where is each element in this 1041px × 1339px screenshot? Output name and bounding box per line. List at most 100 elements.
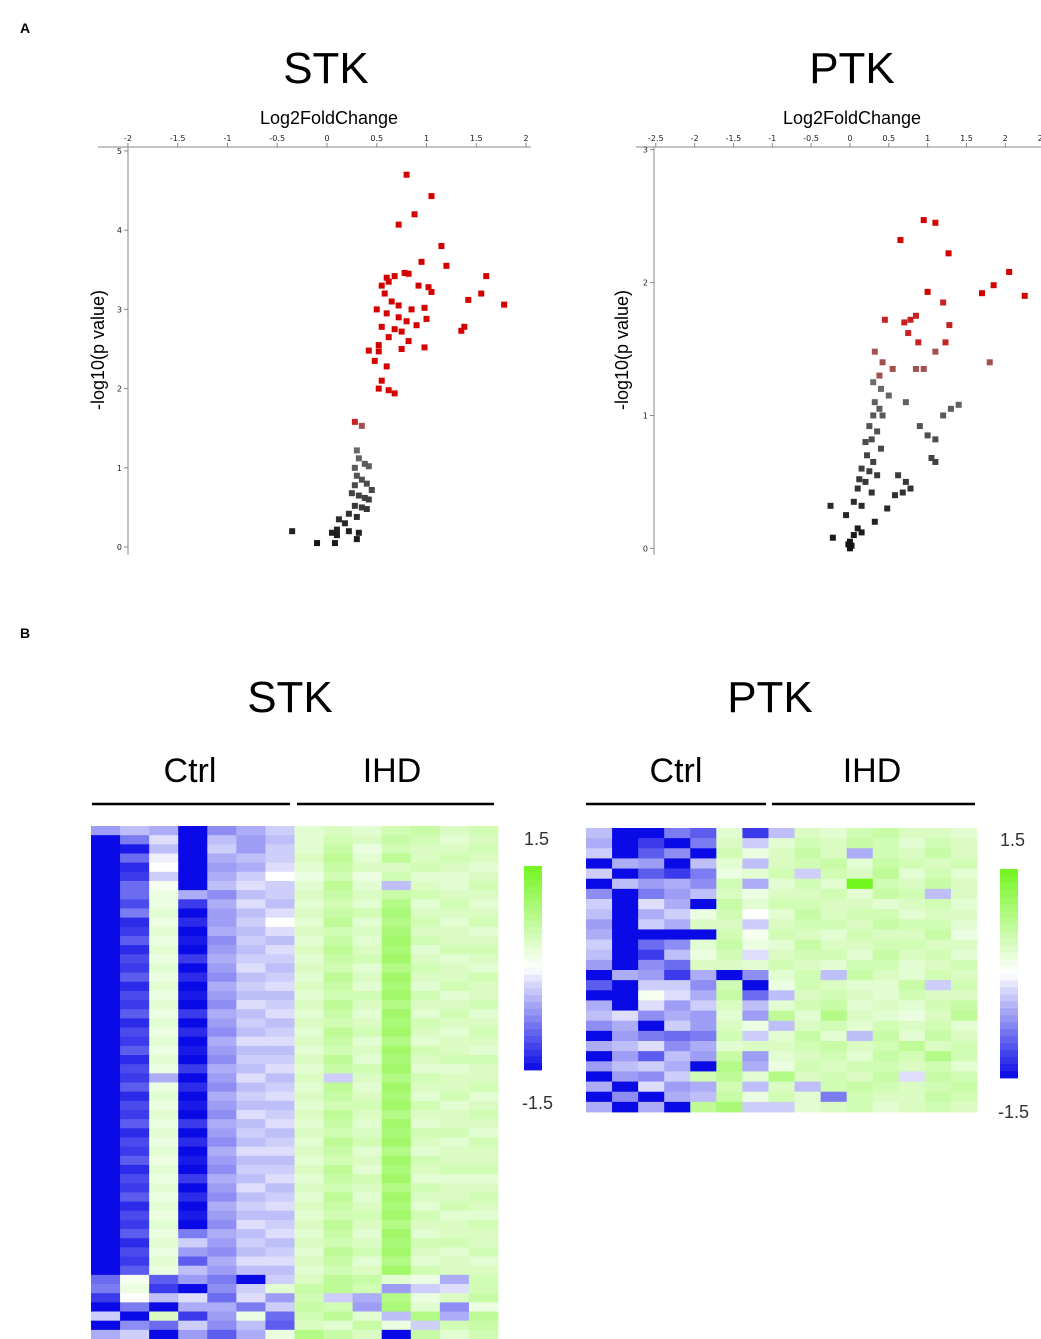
heatmap-ptk-cell <box>612 990 639 1001</box>
heatmap-stk-cell <box>352 1155 383 1166</box>
heatmap-stk-cell <box>323 880 354 891</box>
heatmap-stk-cell <box>265 1009 295 1019</box>
heatmap-stk-cell <box>207 1000 237 1010</box>
heatmap-stk-cell <box>207 981 237 992</box>
heatmap-stk-cell <box>120 1091 150 1102</box>
heatmap-stk-cell <box>439 1192 470 1202</box>
volcano-ptk-point <box>947 405 954 412</box>
heatmap-ptk-cell <box>794 1071 821 1082</box>
heatmap-ptk-cell <box>898 1010 926 1022</box>
heatmap-ptk-cell <box>586 1041 613 1052</box>
heatmap-ptk-cell <box>846 1081 874 1093</box>
heatmap-stk-cell <box>149 1045 179 1056</box>
heatmap-stk-cell <box>207 945 237 955</box>
heatmap-ptk-cell <box>742 919 769 930</box>
heatmap-stk-cell <box>294 1137 324 1148</box>
heatmap-stk-cell <box>381 1055 412 1065</box>
heatmap-stk-cell <box>352 1247 383 1257</box>
heatmap-stk-cell <box>178 871 208 882</box>
heatmap-stk-cell <box>178 1027 208 1038</box>
heatmap-stk-scale-step <box>524 988 542 996</box>
heatmap-stk-cell <box>294 826 324 836</box>
heatmap-stk-cell <box>439 954 470 964</box>
heatmap-stk-cell <box>91 1284 121 1294</box>
heatmap-ptk-cell <box>872 929 900 940</box>
heatmap-ptk-cell <box>872 939 900 951</box>
heatmap-stk-cell <box>381 1000 412 1010</box>
volcano-ptk-x-tick-label: -2 <box>691 134 699 143</box>
heatmap-stk-cell <box>236 1064 266 1074</box>
volcano-stk-y-tick-label: 2 <box>117 385 122 394</box>
heatmap-stk-cell <box>178 1219 208 1230</box>
heatmap-ptk-cell <box>924 828 952 839</box>
heatmap-stk-cell <box>149 1329 179 1339</box>
heatmap-stk-cell <box>149 1229 179 1239</box>
heatmap-ptk-cell <box>820 828 848 839</box>
heatmap-ptk-cell <box>846 888 874 900</box>
heatmap-stk-cell <box>323 963 354 973</box>
volcano-stk-point <box>478 290 485 297</box>
heatmap-stk-cell <box>294 972 324 983</box>
heatmap-stk-cell <box>294 935 324 946</box>
heatmap-stk-cell <box>323 1311 354 1322</box>
heatmap-stk-cell <box>439 981 470 992</box>
heatmap-stk-cell <box>352 1146 383 1157</box>
heatmap-ptk-cell <box>872 990 900 1001</box>
volcano-stk-point <box>403 318 410 325</box>
heatmap-ptk-cell <box>690 1071 717 1082</box>
heatmap-ptk-cell <box>638 1010 665 1022</box>
volcano-ptk-point <box>932 219 939 226</box>
heatmap-stk-cell <box>323 1174 354 1184</box>
heatmap-stk-scale-step <box>524 1049 542 1057</box>
heatmap-stk-cell <box>265 1256 295 1267</box>
volcano-stk-point <box>403 171 410 178</box>
heatmap-stk-cell <box>352 1100 383 1111</box>
heatmap-stk-scale-step <box>524 961 542 969</box>
heatmap-stk-cell <box>207 1201 237 1212</box>
heatmap-ptk-cell <box>820 1020 848 1032</box>
heatmap-stk-cell <box>265 1174 295 1184</box>
heatmap-ptk-cell <box>820 1071 848 1082</box>
heatmap-stk-cell <box>294 1055 324 1065</box>
heatmap-ptk-cell <box>846 1091 874 1103</box>
heatmap-stk-cell <box>352 1183 383 1193</box>
heatmap-stk-cell <box>294 1174 324 1184</box>
heatmap-stk-cell <box>323 1274 354 1285</box>
heatmap-stk-cell <box>410 1219 441 1230</box>
volcano-ptk-y-tick-label: 1 <box>643 411 648 420</box>
volcano-ptk-point <box>879 359 886 366</box>
heatmap-ptk-cell <box>586 990 613 1001</box>
heatmap-stk-cell <box>236 1155 266 1166</box>
heatmap-ptk-cell <box>846 970 874 981</box>
heatmap-stk-cell <box>265 990 295 1001</box>
heatmap-stk-cell <box>178 1210 208 1221</box>
heatmap-stk-cell <box>236 1082 266 1093</box>
heatmap-stk-cell <box>468 1164 499 1175</box>
heatmap-ptk-cell <box>690 909 717 920</box>
heatmap-ptk-cell <box>950 1071 978 1082</box>
heatmap-stk-cell <box>323 1109 354 1120</box>
heatmap-stk-cell <box>468 853 499 864</box>
heatmap-stk-cell <box>352 908 383 919</box>
heatmap-stk-cell <box>439 1036 470 1047</box>
heatmap-ptk-cell <box>768 1091 795 1103</box>
heatmap-stk-cell <box>468 990 499 1001</box>
heatmap-stk-cell <box>120 862 150 873</box>
heatmap-stk-cell <box>323 1265 354 1276</box>
heatmap-stk-cell <box>120 1265 150 1276</box>
heatmap-ptk-cell <box>664 929 691 940</box>
heatmap-ptk-scale-step <box>1000 966 1018 974</box>
heatmap-ptk-cell <box>820 909 848 920</box>
heatmap-stk-cell <box>120 908 150 919</box>
heatmap-stk-cell <box>352 1219 383 1230</box>
heatmap-ptk-cell <box>690 1030 717 1042</box>
heatmap-ptk-cell <box>638 1020 665 1032</box>
heatmap-stk-cell <box>207 1210 237 1221</box>
heatmap-stk-cell <box>236 1293 266 1303</box>
heatmap-stk-cell <box>410 880 441 891</box>
heatmap-ptk-scale-step <box>1000 973 1018 981</box>
volcano-ptk-x-tick-label: 1 <box>925 134 930 143</box>
heatmap-stk-cell <box>120 1201 150 1212</box>
heatmap-stk-cell <box>207 1073 237 1083</box>
heatmap-stk-cell <box>323 1329 354 1339</box>
